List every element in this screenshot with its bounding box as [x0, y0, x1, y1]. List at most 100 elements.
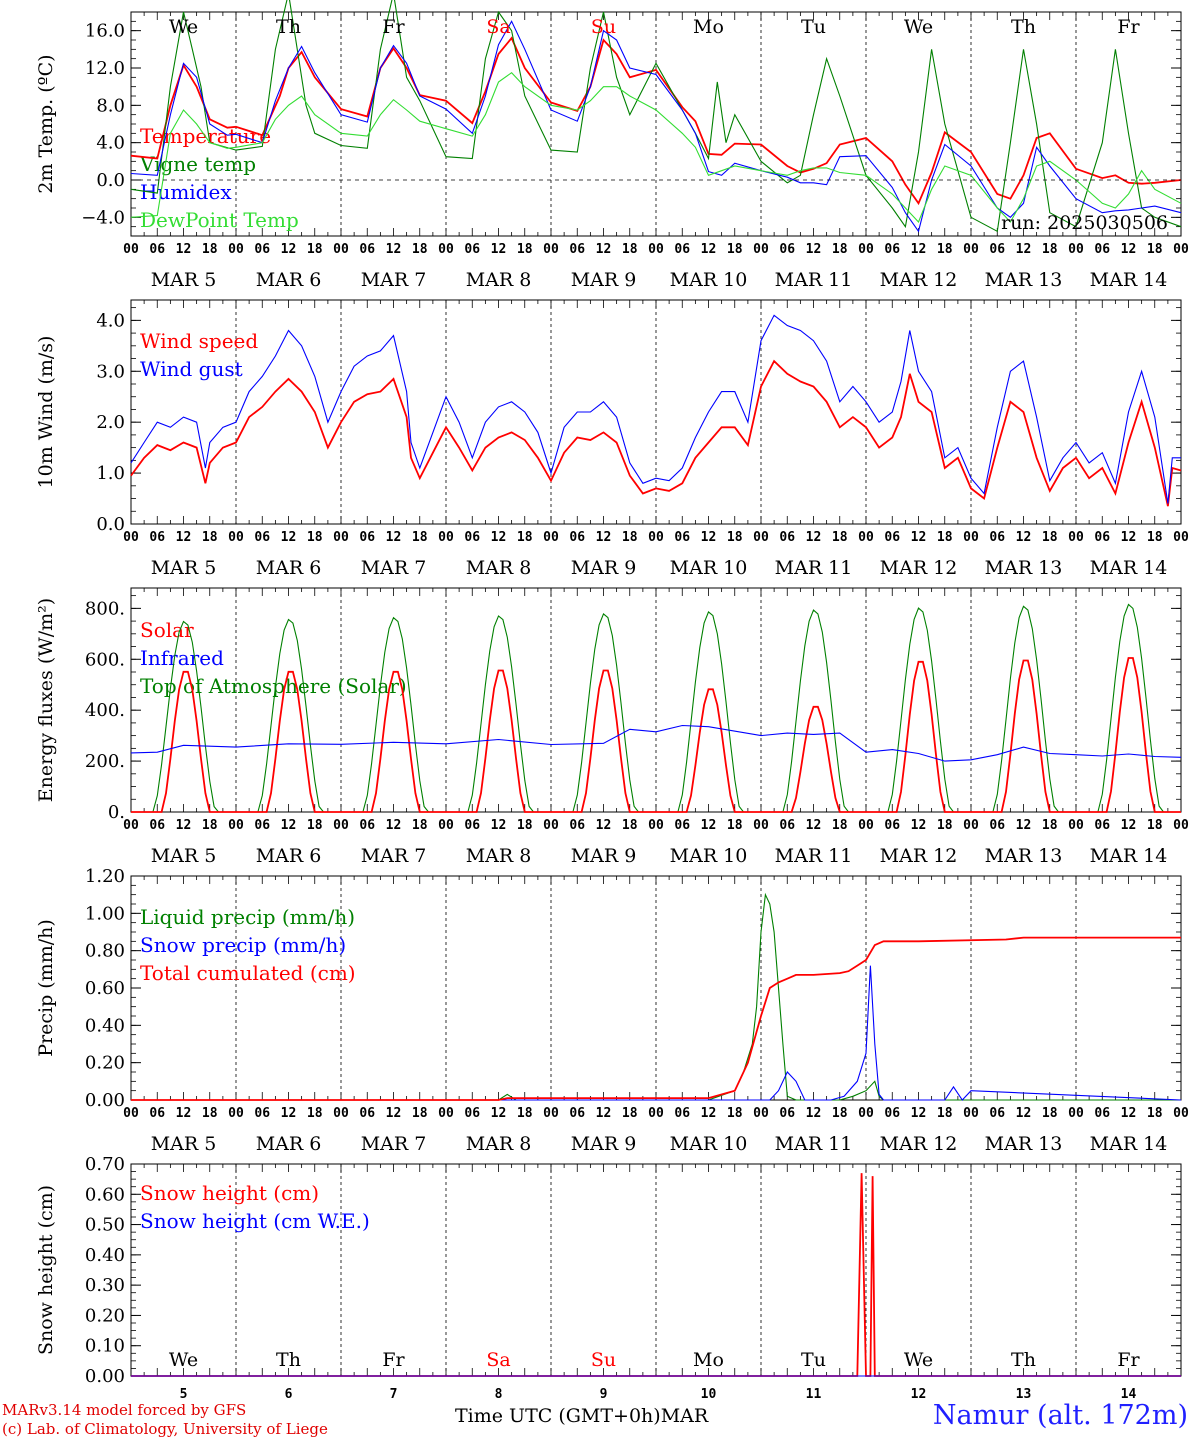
date-label: MAR 5 [151, 1133, 217, 1155]
date-label: MAR 11 [775, 1133, 853, 1155]
day-name: Fr [1117, 16, 1140, 38]
hour-tick-label: 12 [701, 1106, 717, 1121]
hour-tick-label: 06 [674, 530, 690, 545]
y-tick-label: 0.30 [85, 1275, 125, 1296]
day-name: Th [1011, 1349, 1036, 1371]
date-label: MAR 6 [256, 1133, 322, 1155]
legend-entry: Vigne temp [139, 152, 256, 176]
day-name: Th [276, 1349, 301, 1371]
y-tick-label: 0.00 [85, 1090, 125, 1111]
hour-tick-label: 12 [1121, 1106, 1137, 1121]
legend-entry: Solar [140, 618, 194, 642]
hour-tick-label: 18 [517, 1106, 533, 1121]
x-axis-title: Time UTC (GMT+0h)MAR [455, 1405, 709, 1427]
y-axis-label: 10m Wind (m/s) [35, 336, 57, 489]
hour-tick-label: 00 [438, 242, 454, 257]
hour-tick-label: 18 [727, 530, 743, 545]
hour-tick-label: 12 [911, 242, 927, 257]
hour-tick-label: 18 [1147, 818, 1163, 833]
day-name: Tu [801, 1349, 826, 1371]
infrared-line [130, 724, 1182, 762]
hour-tick-label: 18 [1147, 1106, 1163, 1121]
hour-tick-label: 12 [281, 530, 297, 545]
y-tick-label: 600. [85, 649, 125, 670]
legend-entry: Snow precip (mm/h) [140, 933, 346, 957]
hour-tick-label: 06 [149, 818, 165, 833]
hour-tick-label: 12 [491, 1106, 507, 1121]
y-tick-label: 0. [108, 802, 125, 823]
hour-tick-label: 00 [543, 530, 559, 545]
y-tick-label: 0.50 [85, 1215, 125, 1236]
y-tick-label: 0.40 [85, 1015, 125, 1036]
day-name: Th [276, 16, 301, 38]
date-label: MAR 8 [466, 845, 532, 867]
legend-entry: Infrared [140, 646, 224, 670]
legend-entry: Wind gust [140, 357, 243, 381]
hour-tick-label: 12 [281, 1106, 297, 1121]
day-name: Su [591, 1349, 616, 1371]
hour-tick-label: 00 [963, 1106, 979, 1121]
hour-tick-label: 12 [596, 530, 612, 545]
hour-tick-label: 00 [1068, 818, 1084, 833]
hour-tick-label: 18 [1042, 1106, 1058, 1121]
day-name: We [169, 16, 198, 38]
bottom-date-label: 7 [390, 1387, 398, 1402]
solar-line [131, 657, 1181, 813]
hour-tick-label: 18 [412, 818, 428, 833]
hour-tick-label: 18 [307, 530, 323, 545]
date-label: MAR 9 [571, 557, 637, 579]
legend-entry: Snow height (cm) [140, 1181, 319, 1205]
date-label: MAR 7 [361, 845, 427, 867]
y-tick-label: 0.10 [85, 1336, 125, 1357]
hour-tick-label: 00 [963, 530, 979, 545]
hour-tick-label: 00 [228, 1106, 244, 1121]
date-label: MAR 11 [775, 845, 853, 867]
day-name: Fr [1117, 1349, 1140, 1371]
y-tick-label: 4.0 [96, 310, 125, 331]
hour-tick-label: 00 [333, 1106, 349, 1121]
hour-tick-label: 06 [674, 242, 690, 257]
legend-entry: Liquid precip (mm/h) [140, 905, 355, 929]
hour-tick-label: 06 [359, 530, 375, 545]
date-label: MAR 11 [775, 557, 853, 579]
date-label: MAR 8 [466, 557, 532, 579]
date-label: MAR 13 [985, 269, 1063, 291]
hour-tick-label: 06 [254, 818, 270, 833]
date-label: MAR 12 [880, 1133, 958, 1155]
legend-entry: Total cumulated (cm) [140, 961, 356, 985]
date-label: MAR 14 [1090, 845, 1168, 867]
y-axis-label: Snow height (cm) [35, 1185, 57, 1355]
hour-tick-label: 00 [858, 818, 874, 833]
hour-tick-label: 06 [779, 1106, 795, 1121]
hour-tick-label: 18 [307, 242, 323, 257]
bottom-date-label: 14 [1121, 1387, 1137, 1402]
hour-tick-label: 12 [911, 530, 927, 545]
bottom-date-label: 9 [600, 1387, 608, 1402]
y-tick-label: 1.0 [96, 463, 125, 484]
hour-tick-label: 12 [1016, 1106, 1032, 1121]
date-label: MAR 10 [670, 557, 748, 579]
hour-tick-label: 06 [674, 818, 690, 833]
hour-tick-label: 18 [622, 242, 638, 257]
hour-tick-label: 00 [963, 242, 979, 257]
date-label: MAR 10 [670, 1133, 748, 1155]
hour-tick-label: 18 [622, 530, 638, 545]
hour-tick-label: 00 [1173, 530, 1189, 545]
hour-tick-label: 00 [648, 530, 664, 545]
y-tick-label: 3.0 [96, 361, 125, 382]
hour-tick-label: 06 [254, 242, 270, 257]
y-tick-label: 0.40 [85, 1245, 125, 1266]
hour-tick-label: 12 [1121, 818, 1137, 833]
day-name: Tu [801, 16, 826, 38]
y-tick-label: 0.20 [85, 1305, 125, 1326]
hour-tick-label: 18 [202, 1106, 218, 1121]
date-label: MAR 9 [571, 1133, 637, 1155]
run-annotation: run: 2025030506 [1001, 212, 1168, 234]
day-name: Su [591, 16, 616, 38]
y-axis-label: 2m Temp. (ºC) [35, 54, 57, 193]
legend-entry: Top of Atmosphere (Solar) [140, 674, 407, 698]
day-name: Mo [693, 16, 724, 38]
y-tick-label: 2.0 [96, 412, 125, 433]
hour-tick-label: 00 [753, 1106, 769, 1121]
hour-tick-label: 18 [937, 530, 953, 545]
